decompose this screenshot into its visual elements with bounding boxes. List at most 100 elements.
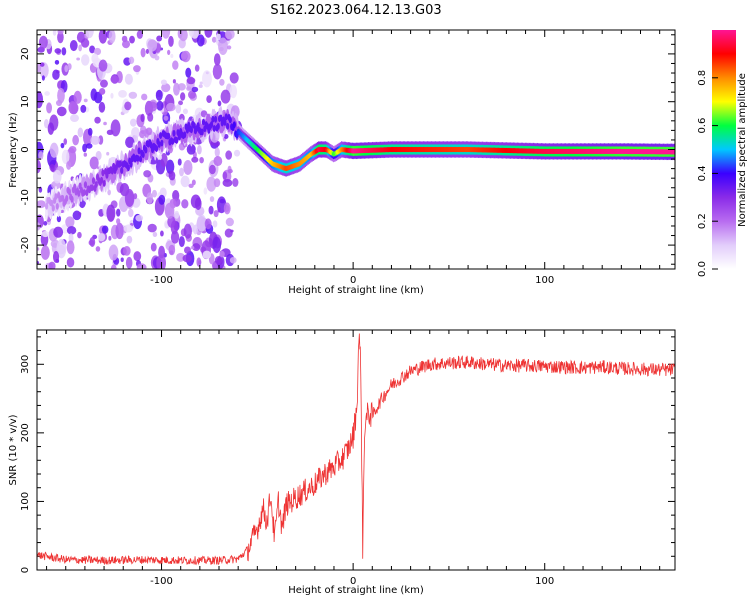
noise-blob — [180, 92, 186, 101]
ridge-cell — [73, 183, 77, 191]
noise-blob — [90, 88, 98, 101]
noise-blob — [82, 143, 87, 153]
noise-blob — [163, 115, 169, 121]
snr-line-layer — [37, 333, 675, 566]
noise-blob — [95, 150, 102, 161]
noise-blob — [213, 156, 223, 167]
noise-blob — [174, 210, 180, 219]
noise-blob — [213, 53, 221, 66]
noise-blob — [128, 91, 138, 99]
noise-blob — [150, 242, 157, 252]
ridge-cell — [118, 160, 122, 168]
colorbar-tick-label: 0.2 — [697, 213, 708, 229]
snr-panel: -100 0 100 0 100 200 300 Height of straight li… — [8, 329, 676, 596]
noise-blob — [135, 214, 144, 222]
noise-blob — [44, 91, 50, 96]
noise-blob — [48, 261, 56, 269]
noise-blob — [83, 98, 88, 103]
noise-blob — [186, 86, 192, 91]
snr-ticks — [37, 330, 675, 571]
noise-blob — [183, 223, 192, 239]
ridge-cell — [138, 155, 143, 163]
noise-blob — [143, 170, 152, 178]
noise-blob — [222, 171, 228, 180]
noise-blob — [46, 102, 52, 114]
ridge-cell — [171, 138, 175, 145]
noise-blob — [52, 69, 60, 80]
noise-blob — [179, 30, 188, 42]
ridge-cell — [144, 146, 148, 154]
noise-blob — [68, 146, 77, 154]
noise-blob — [56, 238, 67, 259]
noise-blob — [209, 164, 216, 175]
noise-blob — [103, 121, 107, 126]
noise-blob — [154, 55, 160, 61]
noise-blob — [133, 251, 142, 262]
ridge-cell — [211, 115, 215, 123]
noise-blob — [65, 216, 75, 228]
noise-blob — [140, 47, 146, 58]
noise-blob — [49, 142, 59, 158]
noise-blob — [152, 231, 158, 238]
noise-blob — [223, 202, 231, 215]
noise-blob — [161, 83, 171, 93]
noise-blob — [178, 236, 185, 248]
noise-blob — [129, 35, 135, 44]
ridge-cell — [200, 128, 204, 136]
noise-blob — [80, 38, 90, 48]
noise-blob — [208, 205, 214, 215]
noise-blob — [128, 56, 135, 64]
noise-blob — [77, 231, 82, 239]
noise-blob — [98, 30, 108, 44]
ridge-cell — [55, 202, 59, 210]
noise-blob — [123, 224, 133, 233]
noise-blob — [196, 257, 202, 267]
noise-blob — [90, 135, 101, 145]
noise-blob — [124, 73, 133, 85]
noise-blob — [227, 168, 233, 174]
noise-blob — [110, 92, 114, 99]
noise-blob — [116, 218, 121, 225]
ridge-cell — [61, 194, 65, 202]
noise-blob — [78, 44, 82, 52]
colorbar-tick-label: 0.8 — [697, 70, 708, 86]
noise-blob — [128, 208, 134, 218]
noise-blob — [37, 200, 46, 209]
noise-blob — [129, 118, 137, 127]
ridge-cell — [226, 122, 230, 130]
noise-blob — [177, 158, 182, 166]
ridge-cell — [216, 122, 220, 130]
noise-blob — [194, 197, 202, 210]
spectrogram-x-tick-label: 0 — [350, 275, 356, 286]
ridge-cell — [160, 139, 164, 147]
ridge-cell — [110, 167, 114, 175]
noise-blob — [167, 49, 171, 55]
noise-blob — [108, 244, 119, 261]
noise-blob — [179, 167, 184, 177]
colorbar: 0.0 0.2 0.4 0.6 0.8 Normalized spectral ampl… — [697, 30, 748, 277]
spectrogram-ticks — [37, 30, 675, 269]
noise-blob — [194, 64, 200, 72]
ridge-cell — [44, 202, 49, 210]
noise-blob — [186, 77, 196, 85]
noise-blob — [76, 57, 81, 61]
noise-blob — [37, 247, 40, 251]
noise-blob — [66, 160, 72, 170]
noise-blob — [66, 240, 75, 255]
ridge-cell — [228, 116, 232, 124]
ridge-cell — [83, 181, 88, 189]
noise-blob — [47, 122, 55, 135]
noise-blob — [156, 100, 164, 111]
noise-blob — [121, 40, 131, 49]
noise-blob — [222, 178, 233, 187]
ridge-cell — [175, 136, 179, 144]
noise-blob — [89, 45, 96, 54]
ridge-cell — [126, 164, 130, 172]
noise-blob — [229, 256, 237, 264]
colorbar-gradient — [712, 30, 736, 269]
figure-title: S162.2023.064.12.13.G03 — [270, 3, 441, 18]
noise-blob — [229, 84, 238, 99]
noise-blob — [41, 230, 50, 238]
